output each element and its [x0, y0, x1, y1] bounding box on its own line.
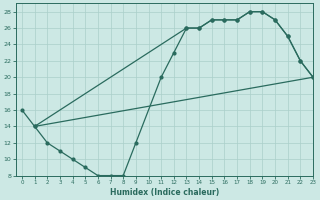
X-axis label: Humidex (Indice chaleur): Humidex (Indice chaleur): [110, 188, 219, 197]
